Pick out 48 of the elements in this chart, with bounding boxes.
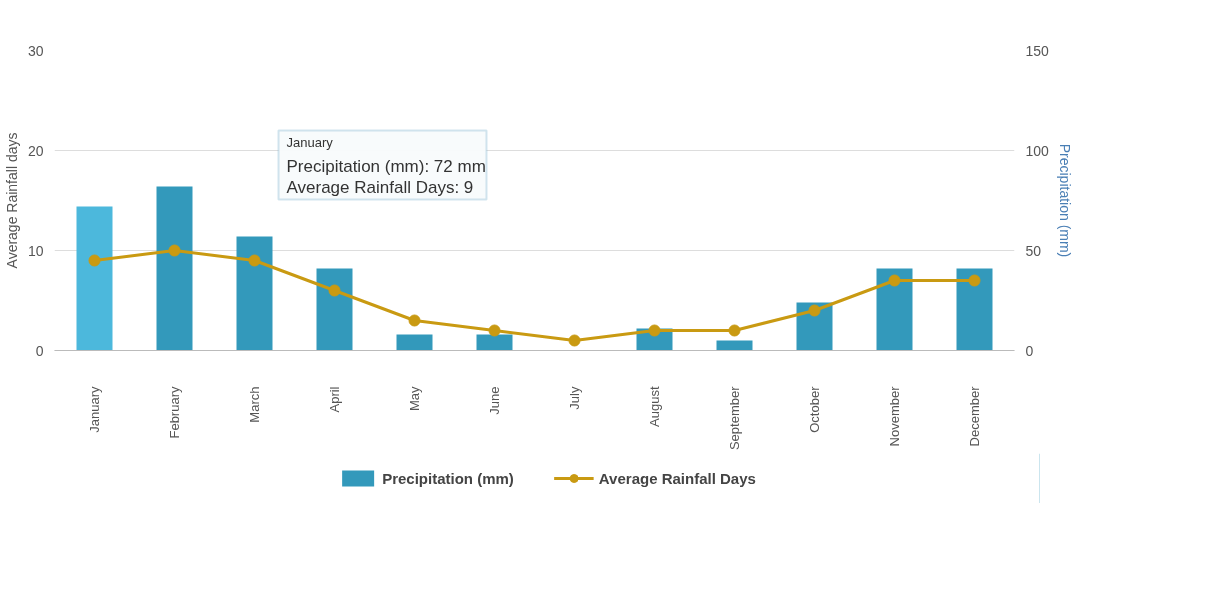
y-tick-label: 10: [27, 242, 44, 259]
bar: [316, 268, 353, 351]
y2-axis-title: Precipitation (mm): [1056, 143, 1073, 258]
x-tick-label: December: [967, 385, 982, 447]
y-tick-label: 30: [27, 42, 44, 59]
x-tick-label: February: [167, 386, 182, 439]
annotation: Average Rainfall Days: 9: [286, 178, 474, 197]
y-axis-title: Average Rainfall days: [3, 132, 20, 269]
point: [808, 304, 821, 317]
point: [568, 334, 581, 347]
bar: [876, 268, 913, 351]
y2-tick-label: 0: [1025, 342, 1034, 359]
x-tick-label: September: [727, 385, 742, 451]
bar: [716, 340, 753, 351]
legend-label: Precipitation (mm): [382, 469, 514, 487]
annotation: January: [286, 135, 334, 150]
point: [488, 324, 501, 337]
point: [168, 244, 181, 257]
x-tick-label: August: [647, 386, 662, 427]
point: [648, 324, 661, 337]
point: [248, 254, 261, 267]
bar: [476, 334, 513, 351]
point: [408, 314, 421, 327]
x-tick-label: July: [567, 386, 582, 410]
x-tick-label: October: [807, 385, 822, 433]
point: [888, 274, 901, 287]
x-tick-label: May: [407, 386, 422, 412]
point: [728, 324, 741, 337]
annotation: Precipitation (mm): 72 mm: [286, 157, 486, 176]
y2-tick-label: 150: [1025, 42, 1050, 59]
x-tick-label: June: [487, 386, 502, 415]
point: [328, 284, 341, 297]
bar: [956, 268, 993, 351]
x-tick-label: January: [87, 386, 102, 433]
y-tick-label: 0: [35, 342, 44, 359]
bar: [236, 236, 273, 351]
bar: [76, 206, 113, 351]
point: [88, 254, 101, 267]
x-tick-label: March: [247, 386, 262, 423]
point: [968, 274, 981, 287]
bar: [396, 334, 433, 351]
bar: [156, 186, 193, 351]
y2-tick-label: 100: [1025, 142, 1050, 159]
x-tick-label: November: [887, 385, 902, 447]
y-tick-label: 20: [27, 142, 44, 159]
x-tick-label: April: [327, 386, 342, 413]
y2-tick-label: 50: [1025, 242, 1042, 259]
legend-label: Average Rainfall Days: [598, 469, 756, 487]
